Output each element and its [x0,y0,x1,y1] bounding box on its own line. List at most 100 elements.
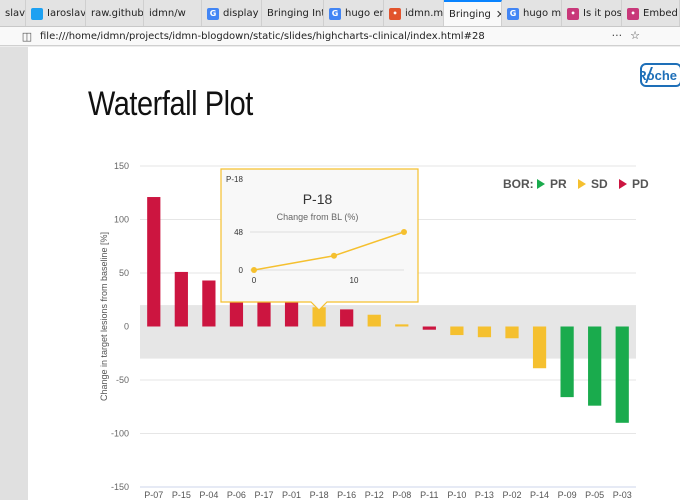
browser-tab-label: idmn.me [405,8,444,19]
bar-p-10 [450,326,464,336]
y-tick-label: 50 [119,268,129,278]
legend-marker-pr-icon [537,179,545,189]
tooltip-x-tick-label: 0 [252,276,257,285]
y-tick-label: -150 [111,482,129,492]
y-tick-label: -50 [116,375,129,385]
x-tick-label: P-18 [310,490,329,500]
legend-label-pd: PD [632,177,649,191]
browser-tab-label: Bringing [449,9,491,20]
slide-title: Waterfall Plot [88,85,253,123]
x-tick-label: P-04 [199,490,218,500]
bar-p-14 [532,326,547,369]
reference-band [140,305,636,359]
bookmark-star-icon[interactable]: ☆ [630,29,640,42]
google-icon: G [507,7,519,20]
legend-marker-pd-icon [619,179,627,189]
x-tick-label: P-05 [585,490,604,500]
bar-p-03 [615,326,629,423]
browser-tab[interactable]: • Is it poss [562,0,622,26]
browser-tab-label: idmn/w [149,8,186,19]
bar-p-18 [312,307,326,327]
y-axis-label: Change in target lesions from baseline [… [99,232,109,401]
browser-tab-label: Bringing Int [267,8,324,19]
browser-tab-label: Iaroslav [47,8,86,19]
tooltip-y-tick-label: 0 [239,266,244,275]
tooltip-subtitle: Change from BL (%) [277,212,359,222]
site-icon: • [627,7,639,20]
browser-tab-label: hugo em [345,8,383,19]
browser-tab-label: Embed H [643,8,679,19]
bar-p-05 [588,326,602,406]
legend-label-sd: SD [591,177,608,191]
browser-tab[interactable]: Bringing Int [262,0,324,26]
browser-tab-label: display [223,8,259,19]
twitter-icon [31,7,43,20]
x-tick-label: P-02 [502,490,521,500]
legend-label-pr: PR [550,177,567,191]
page-actions-icon[interactable]: ··· [611,29,623,42]
browser-tab-label: raw.githubu [91,8,144,19]
tooltip-title: P-18 [303,191,333,207]
x-tick-label: P-13 [475,490,494,500]
address-bar[interactable]: ◫ file:///home/idmn/projects/idmn-blogdo… [20,29,640,44]
browser-tab[interactable]: Iaroslav [26,0,86,26]
y-tick-label: -100 [111,429,129,439]
bar-p-15 [174,271,188,327]
x-tick-label: P-07 [144,490,163,500]
close-tab-icon[interactable]: ✕ [496,8,501,21]
y-tick-label: 150 [114,161,129,171]
bar-p-13 [477,326,492,338]
browser-tab[interactable]: • idmn.me [384,0,444,26]
browser-tab-label: slav t [5,8,26,19]
site-icon: • [389,7,401,20]
browser-tab[interactable]: Bringing ✕ [444,0,502,26]
x-tick-label: P-17 [254,490,273,500]
bar-p-01 [284,300,299,327]
bar-p-08 [395,324,409,327]
browser-tab-label: Is it poss [583,8,622,19]
bar-p-12 [367,314,381,327]
x-tick-label: P-12 [365,490,384,500]
y-tick-label: 0 [124,322,129,332]
x-tick-label: P-11 [420,490,438,500]
browser-tab-label: hugo ma [523,8,562,19]
x-tick-label: P-08 [392,490,411,500]
x-tick-label: P-15 [172,490,191,500]
bar-p-16 [340,309,354,327]
page-margin [0,47,28,500]
google-icon: G [329,7,341,20]
browser-tab[interactable]: idmn/w [144,0,202,26]
x-tick-label: P-16 [337,490,356,500]
bar-p-17 [257,299,271,327]
bar-p-11 [422,326,436,330]
tooltip-y-tick-label: 48 [234,228,243,237]
y-tick-label: 100 [114,215,129,225]
x-tick-label: P-14 [530,490,549,500]
file-icon: ◫ [21,30,33,43]
tooltip-x-tick-label: 10 [350,276,359,285]
legend-marker-sd-icon [578,179,586,189]
x-tick-label: P-10 [447,490,466,500]
tooltip-point [331,252,337,259]
bar-p-02 [505,326,519,339]
bar-p-09 [560,326,574,398]
x-tick-label: P-06 [227,490,246,500]
tooltip-point [401,229,407,235]
google-icon: G [207,7,219,20]
tooltip-box [220,168,419,311]
browser-tab[interactable]: raw.githubu [86,0,144,26]
browser-tab[interactable]: slav t [0,0,26,26]
bar-p-04 [202,280,216,327]
x-tick-label: P-01 [282,490,301,500]
site-icon: • [567,7,579,20]
legend-title: BOR: [503,177,534,191]
tooltip-point [251,267,257,273]
url-text[interactable]: file:///home/idmn/projects/idmn-blogdown… [40,31,485,42]
x-tick-label: P-09 [558,490,577,500]
x-tick-label: P-03 [613,490,632,500]
